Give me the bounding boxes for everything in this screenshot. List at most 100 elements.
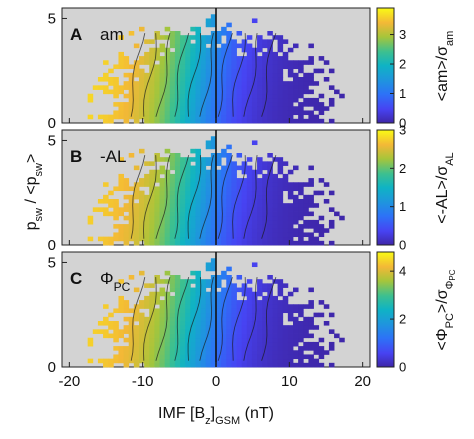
heatmap-cell: [118, 279, 124, 284]
heatmap-cell: [277, 43, 284, 49]
heatmap-cell: [298, 236, 304, 242]
heatmap-cell: [251, 207, 258, 212]
heatmap-cell: [159, 228, 166, 233]
heatmap-cell: [277, 240, 284, 246]
heatmap-cell: [323, 350, 330, 355]
heatmap-cell: [241, 219, 248, 225]
heatmap-cell: [139, 215, 145, 221]
heatmap-cell: [236, 207, 243, 212]
heatmap-cell: [128, 215, 135, 221]
heatmap-cell: [226, 169, 232, 175]
heatmap-cell: [103, 85, 109, 90]
heatmap-cell: [262, 81, 268, 86]
heatmap-cell: [257, 77, 263, 82]
heatmap-cell: [133, 60, 140, 65]
heatmap-cell: [210, 341, 217, 347]
heatmap-cell: [287, 60, 294, 65]
heatmap-cell: [210, 173, 217, 179]
heatmap-cell: [205, 362, 212, 368]
heatmap-cell: [210, 97, 217, 103]
heatmap-cell: [298, 81, 304, 86]
heatmap-cell: [164, 93, 171, 99]
heatmap-cell: [139, 77, 145, 82]
heatmap-cell: [303, 362, 309, 368]
heatmap-cell: [221, 295, 227, 301]
heatmap-cell: [277, 60, 284, 65]
heatmap-cell: [216, 300, 222, 305]
heatmap-cell: [282, 350, 289, 355]
heatmap-cell: [200, 169, 207, 175]
y-tick-label: 5: [48, 132, 56, 149]
heatmap-cell: [154, 97, 160, 103]
heatmap-cell: [216, 279, 222, 284]
heatmap-cell: [293, 106, 299, 111]
y-axis-label: psw / <psw>: [23, 154, 45, 231]
heatmap-cell: [236, 102, 243, 107]
heatmap-cell: [174, 362, 181, 368]
heatmap-cell: [241, 215, 248, 221]
heatmap-cell: [267, 304, 273, 309]
heatmap-cell: [216, 354, 222, 360]
colorbar-tick-label: 0: [399, 360, 406, 375]
heatmap-cell: [287, 325, 294, 330]
heatmap-cell: [246, 362, 253, 368]
heatmap-cell: [303, 354, 309, 360]
heatmap-cell: [180, 169, 186, 175]
heatmap-cell: [257, 236, 263, 242]
heatmap-cell: [308, 102, 314, 107]
heatmap-cell: [169, 329, 176, 334]
heatmap-cell: [272, 211, 278, 217]
heatmap-cell: [185, 182, 191, 187]
heatmap-cell: [205, 266, 212, 272]
heatmap-cell: [139, 321, 145, 326]
heatmap-cell: [241, 333, 248, 339]
heatmap-cell: [139, 56, 145, 61]
heatmap-cell: [221, 329, 227, 334]
heatmap-cell: [87, 236, 94, 242]
heatmap-cell: [251, 316, 258, 322]
heatmap-cell: [293, 43, 299, 49]
heatmap-cell: [200, 97, 207, 103]
heatmap-cell: [287, 333, 294, 339]
heatmap-cell: [159, 236, 166, 242]
heatmap-cell: [103, 114, 109, 120]
heatmap-cell: [277, 165, 284, 171]
heatmap-cell: [128, 85, 135, 90]
heatmap-cell: [267, 64, 273, 70]
heatmap-cell: [236, 60, 243, 65]
heatmap-cell: [164, 362, 171, 368]
heatmap-cell: [267, 97, 273, 103]
heatmap-cell: [180, 64, 186, 70]
heatmap-cell: [293, 333, 299, 339]
heatmap-cell: [190, 321, 196, 326]
heatmap-cell: [216, 64, 222, 70]
heatmap-cell: [205, 72, 212, 78]
heatmap-cell: [267, 346, 273, 351]
heatmap-cell: [251, 300, 258, 305]
heatmap-cell: [108, 236, 114, 242]
heatmap-cell: [308, 211, 314, 217]
heatmap-cell: [241, 300, 248, 305]
heatmap-cell: [139, 316, 145, 322]
heatmap-cell: [159, 308, 166, 314]
heatmap-cell: [298, 182, 304, 187]
heatmap-cell: [133, 350, 140, 355]
heatmap-cell: [216, 161, 222, 166]
heatmap-cell: [226, 300, 232, 305]
heatmap-cell: [293, 215, 299, 221]
heatmap-cell: [123, 182, 130, 187]
heatmap-cell: [246, 64, 253, 70]
heatmap-cell: [210, 304, 217, 309]
heatmap-cell: [200, 236, 207, 242]
heatmap-cell: [169, 81, 176, 86]
heatmap-cell: [262, 207, 268, 212]
heatmap-cell: [159, 321, 166, 326]
heatmap-cell: [318, 110, 325, 116]
heatmap-cell: [133, 236, 140, 242]
heatmap-cell: [318, 354, 325, 360]
heatmap-cell: [303, 232, 309, 238]
heatmap-cell: [246, 110, 253, 116]
heatmap-cell: [149, 219, 155, 225]
heatmap-cell: [231, 346, 237, 351]
heatmap-cell: [149, 60, 155, 65]
